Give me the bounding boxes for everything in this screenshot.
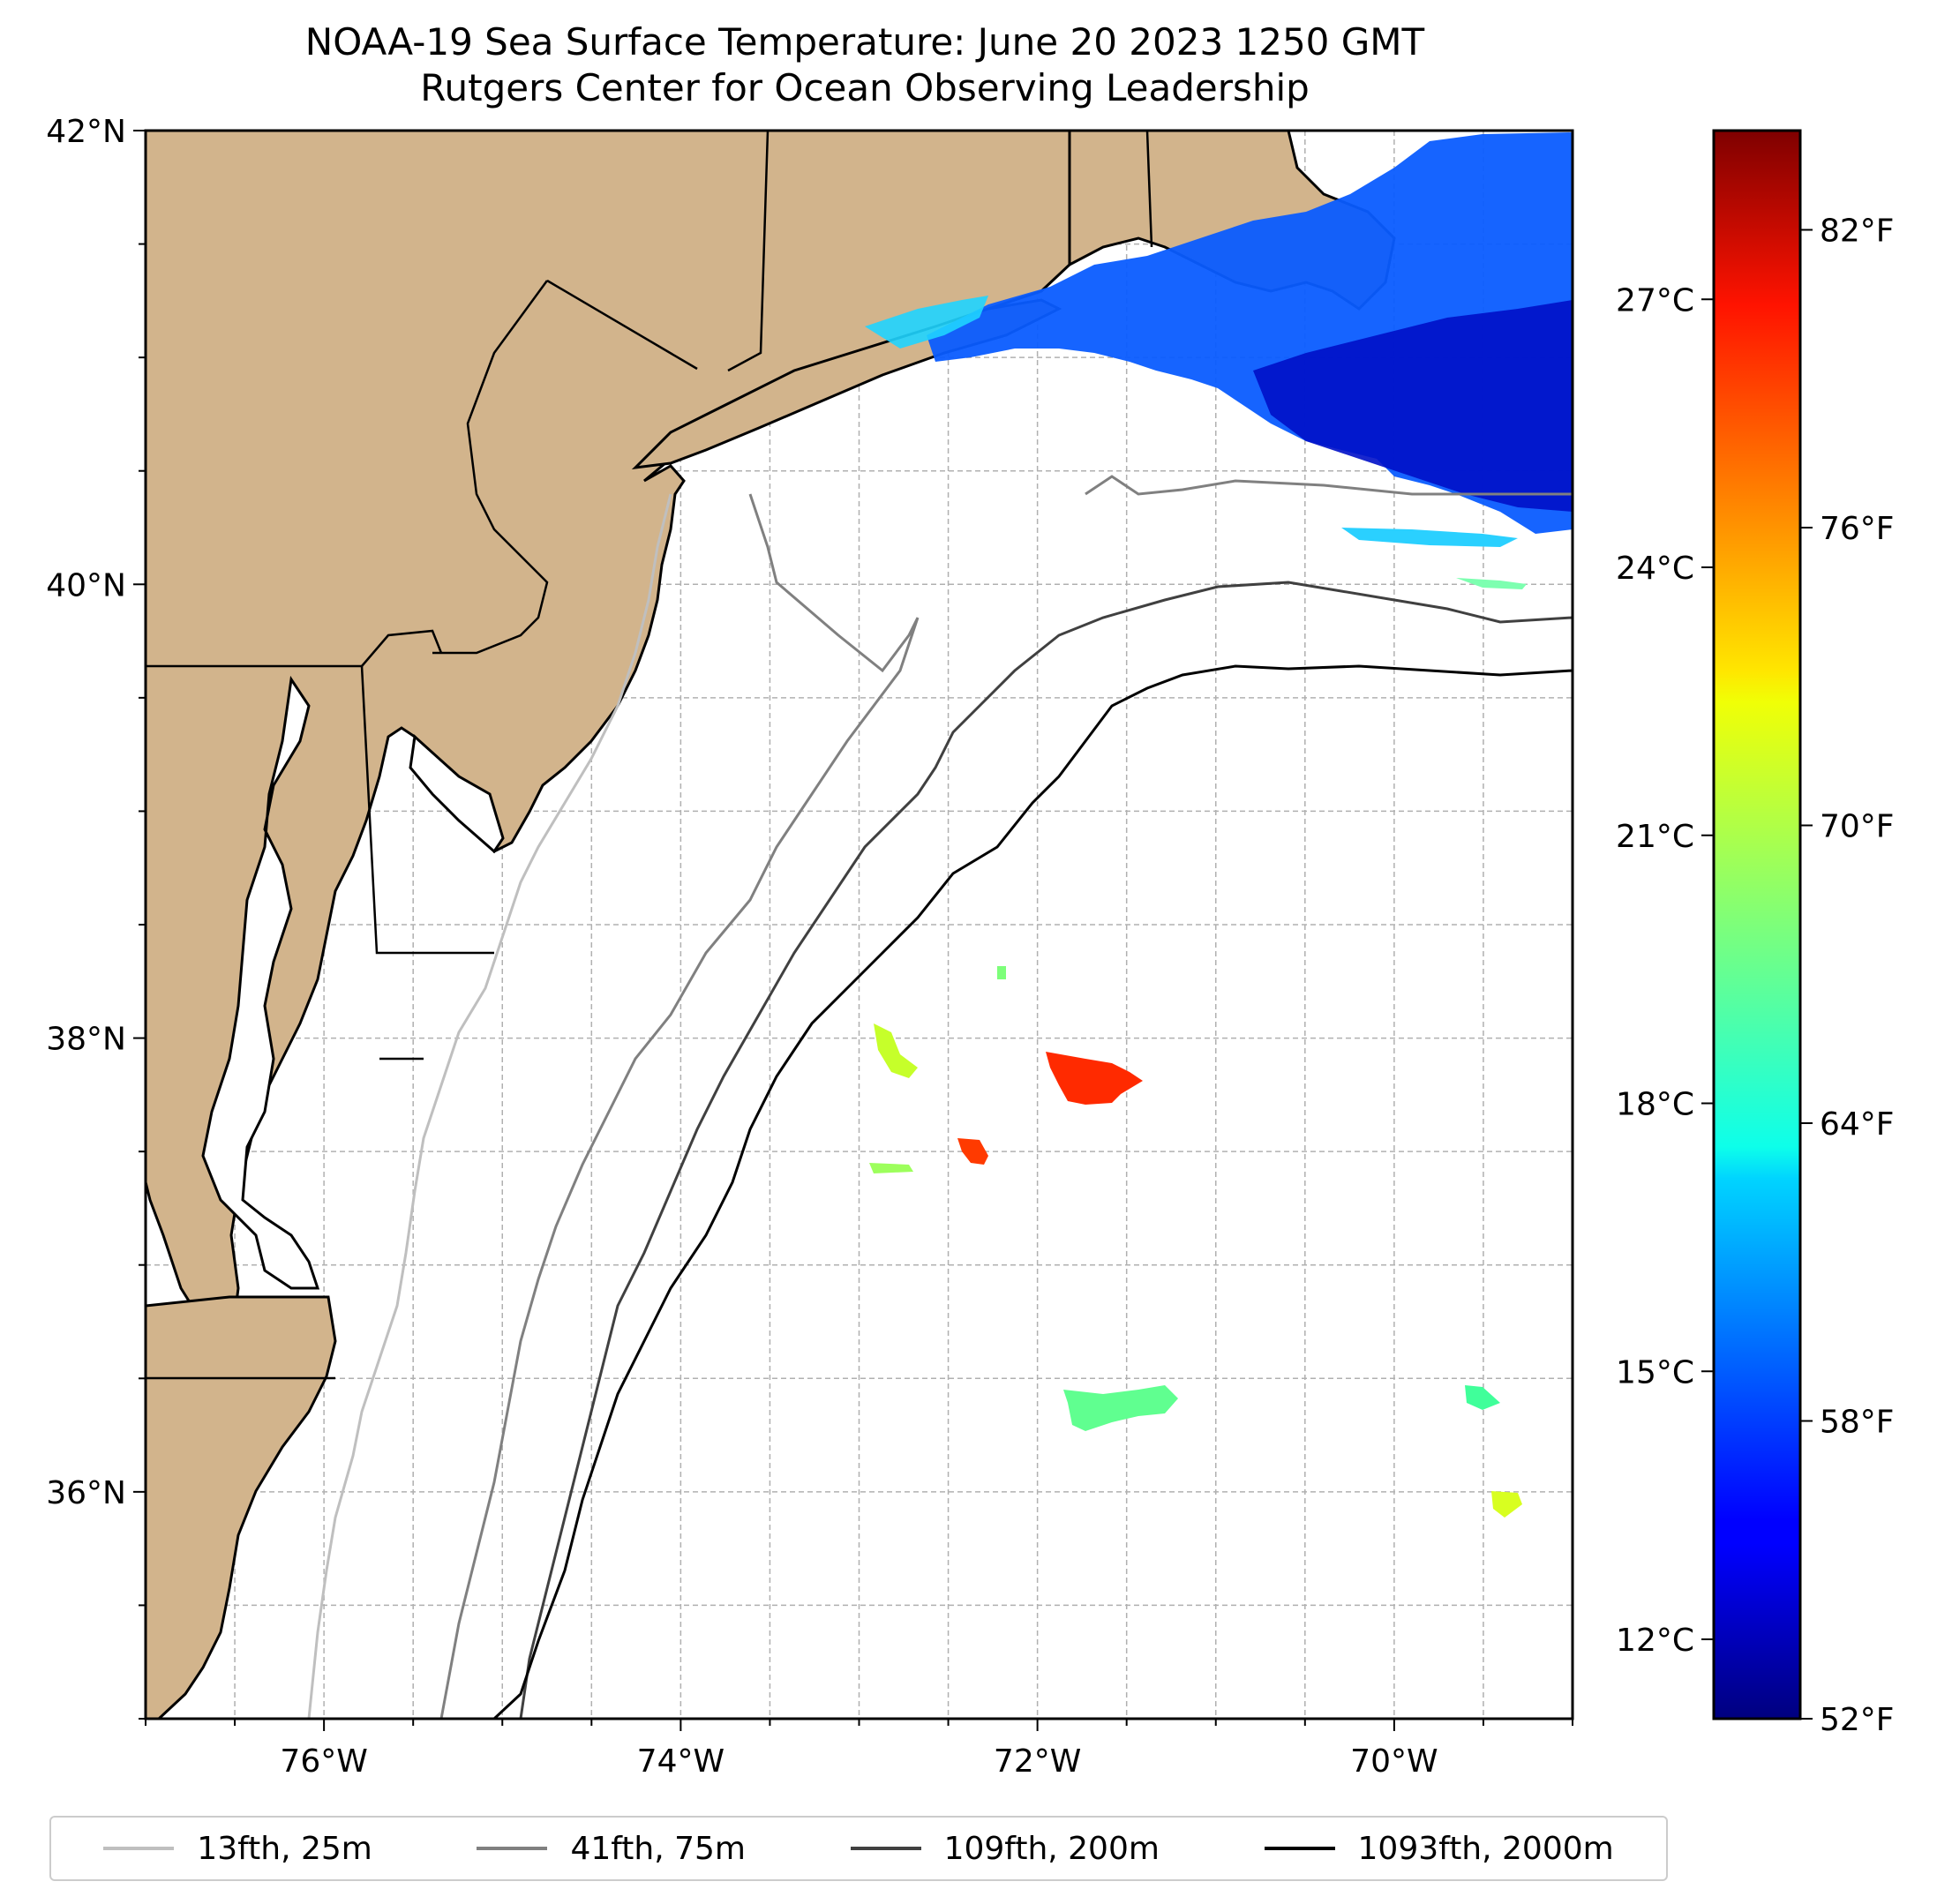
state-borders bbox=[146, 131, 1153, 1380]
isobath-2000m bbox=[492, 664, 1573, 1719]
legend-item-200m: 109fth, 200m bbox=[850, 1830, 1160, 1867]
lat-tick-label: 36°N bbox=[46, 1475, 126, 1511]
isobath-25m bbox=[307, 493, 672, 1719]
sst-patch-south-sliver bbox=[1341, 528, 1518, 547]
fahrenheit-tick-label: 82°F bbox=[1820, 214, 1895, 250]
lon-tick-label: 70°W bbox=[1350, 1743, 1438, 1780]
colorbar bbox=[1712, 129, 1802, 1720]
celsius-tick-label: 18°C bbox=[1616, 1087, 1694, 1123]
longitude-axis: 76°W 74°W 72°W 70°W bbox=[145, 1719, 1573, 1780]
legend-item-25m: 13fth, 25m bbox=[103, 1831, 372, 1867]
chart-title: NOAA-19 Sea Surface Temperature: June 20… bbox=[0, 19, 1730, 111]
isobath-200m bbox=[519, 581, 1573, 1719]
lon-tick-label: 72°W bbox=[994, 1743, 1081, 1780]
sst-patch-yellow-1 bbox=[874, 1023, 918, 1078]
colorbar-fahrenheit-axis: 52°F 58°F 64°F 70°F 76°F 82°F bbox=[1800, 214, 1895, 1738]
colorbar-celsius-axis: 12°C 15°C 18°C 21°C 24°C 27°C bbox=[1616, 282, 1714, 1659]
chesapeake-bay bbox=[201, 675, 320, 1290]
fahrenheit-tick-label: 70°F bbox=[1820, 809, 1895, 845]
sst-patch-green-band bbox=[1063, 1385, 1178, 1431]
title-line-2: Rutgers Center for Ocean Observing Leade… bbox=[420, 66, 1310, 109]
lat-tick-label: 38°N bbox=[46, 1022, 126, 1058]
legend-label-2000m: 1093fth, 2000m bbox=[1357, 1830, 1614, 1867]
sst-patch-red-eddy bbox=[1046, 1052, 1143, 1105]
celsius-tick-label: 15°C bbox=[1616, 1354, 1694, 1391]
isobath-75m bbox=[439, 475, 1573, 1719]
celsius-tick-label: 12°C bbox=[1616, 1623, 1694, 1659]
sst-patch-southeast-strip bbox=[1456, 578, 1527, 589]
title-line-1: NOAA-19 Sea Surface Temperature: June 20… bbox=[304, 20, 1425, 64]
legend-swatch-25m bbox=[103, 1847, 175, 1850]
isobath-legend: 13fth, 25m 41fth, 75m 109fth, 200m 1093f… bbox=[49, 1816, 1668, 1881]
sst-patch-yellow-east bbox=[1491, 1491, 1522, 1518]
lat-tick-label: 42°N bbox=[46, 114, 126, 150]
fahrenheit-tick-label: 64°F bbox=[1820, 1106, 1895, 1143]
lon-tick-label: 74°W bbox=[637, 1743, 724, 1780]
latitude-axis: 42°N 40°N 38°N 36°N bbox=[46, 114, 146, 1720]
lat-tick-label: 40°N bbox=[46, 567, 126, 603]
legend-item-2000m: 1093fth, 2000m bbox=[1264, 1830, 1614, 1867]
delaware-bay bbox=[409, 734, 505, 854]
sst-patch-coastal-cyan bbox=[865, 296, 988, 349]
legend-swatch-75m bbox=[477, 1847, 548, 1850]
sst-patch-yellow-2 bbox=[869, 1163, 913, 1173]
sst-patch-northeast-deep bbox=[1253, 300, 1573, 512]
land-virginia-nc bbox=[146, 1295, 337, 1719]
sst-patch-red-small bbox=[957, 1138, 988, 1165]
sst-patch-green-east bbox=[1465, 1385, 1500, 1410]
legend-swatch-2000m bbox=[1264, 1847, 1335, 1850]
legend-label-200m: 109fth, 200m bbox=[943, 1830, 1160, 1867]
celsius-tick-label: 24°C bbox=[1616, 551, 1694, 587]
fahrenheit-tick-label: 76°F bbox=[1820, 511, 1895, 547]
celsius-tick-label: 21°C bbox=[1616, 819, 1694, 855]
legend-item-75m: 41fth, 75m bbox=[477, 1831, 746, 1867]
fahrenheit-tick-label: 58°F bbox=[1820, 1405, 1895, 1441]
lon-tick-label: 76°W bbox=[280, 1743, 367, 1780]
celsius-tick-label: 27°C bbox=[1616, 282, 1694, 319]
sst-patch-green-north bbox=[997, 966, 1006, 979]
legend-label-75m: 41fth, 75m bbox=[570, 1830, 746, 1867]
legend-label-25m: 13fth, 25m bbox=[197, 1830, 372, 1867]
legend-swatch-200m bbox=[850, 1847, 921, 1850]
fahrenheit-tick-label: 52°F bbox=[1820, 1702, 1895, 1738]
